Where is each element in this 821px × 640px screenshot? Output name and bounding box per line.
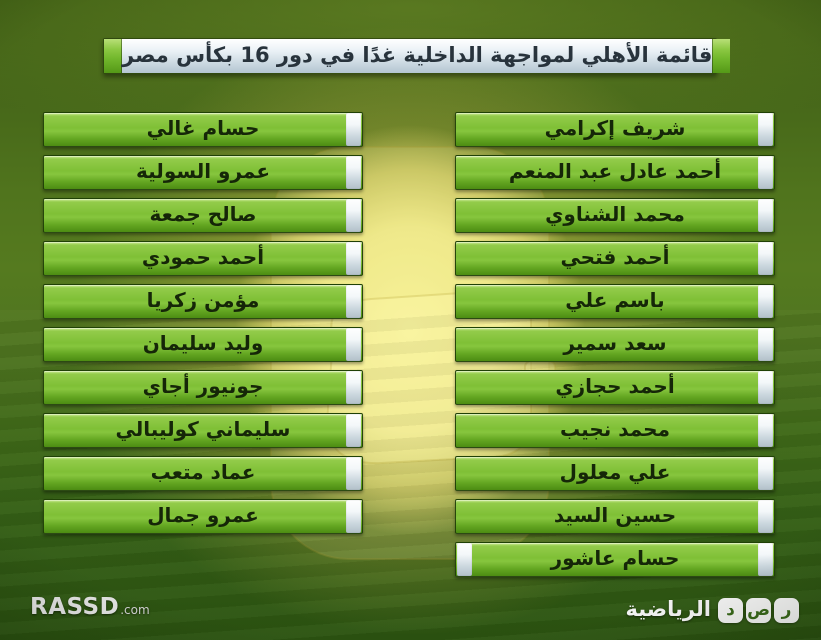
bar-end-tab: [346, 328, 361, 361]
player-bar: حسين السيد: [455, 499, 775, 534]
player-name: عمرو السولية: [136, 159, 270, 183]
rassd-com-logo: RASSD .com: [30, 594, 150, 620]
rassd-letter-box: د: [718, 598, 743, 623]
bar-end-tab: [758, 457, 773, 490]
bar-end-tab: [758, 113, 773, 146]
player-name: محمد نجيب: [560, 417, 670, 441]
bar-end-tab: [758, 543, 773, 576]
title-bar-green-cap-left: [104, 39, 122, 73]
player-name: عمرو جمال: [147, 503, 259, 527]
player-bar: شريف إكرامي: [455, 112, 775, 147]
player-name: أحمد عادل عبد المنعم: [508, 159, 722, 183]
bar-end-tab: [346, 371, 361, 404]
title-bar: قائمة الأهلي لمواجهة الداخلية غدًا في دو…: [103, 38, 731, 74]
bar-end-tab: [346, 242, 361, 275]
rassd-logo-suffix: .com: [120, 603, 150, 617]
bar-end-tab: [346, 113, 361, 146]
player-bar: سعد سمير: [455, 327, 775, 362]
player-name: أحمد فتحي: [560, 245, 670, 269]
sports-channel-label: الرياضية: [625, 597, 711, 621]
bar-end-tab: [346, 414, 361, 447]
bar-end-tab: [758, 328, 773, 361]
bar-end-tab: [346, 500, 361, 533]
player-bar: عمرو جمال: [43, 499, 363, 534]
player-bar: أحمد فتحي: [455, 241, 775, 276]
player-bar: عماد متعب: [43, 456, 363, 491]
rassd-logo-text: RASSD: [30, 594, 120, 620]
title-bar-body: قائمة الأهلي لمواجهة الداخلية غدًا في دو…: [122, 39, 713, 73]
player-name: محمد الشناوي: [545, 202, 685, 226]
bar-end-tab: [758, 500, 773, 533]
player-bar: أحمد عادل عبد المنعم: [455, 155, 775, 190]
player-name: وليد سليمان: [142, 331, 264, 355]
player-name: شريف إكرامي: [544, 116, 686, 140]
player-name: علي معلول: [559, 460, 671, 484]
bar-end-tab: [346, 199, 361, 232]
player-bar: أحمد حمودي: [43, 241, 363, 276]
bar-end-tab: [346, 156, 361, 189]
player-bar: سليماني كوليبالي: [43, 413, 363, 448]
player-bar: محمد نجيب: [455, 413, 775, 448]
player-name: أحمد حجازي: [555, 374, 675, 398]
player-name: حسام غالي: [146, 116, 260, 140]
player-bar: صالح جمعة: [43, 198, 363, 233]
player-name: جونيور أجاي: [142, 374, 264, 398]
player-name: مؤمن زكريا: [146, 288, 260, 312]
title-bar-green-cap-right: [712, 39, 731, 73]
bar-end-tab: [758, 156, 773, 189]
player-bar: مؤمن زكريا: [43, 284, 363, 319]
bar-end-tab: [758, 199, 773, 232]
player-name: صالح جمعة: [149, 202, 257, 226]
player-bar: حسام عاشور: [455, 542, 775, 577]
player-list-left: حسام غالي عمرو السولية صالح جمعة أحمد حمودي…: [43, 112, 363, 534]
bar-end-tab: [346, 285, 361, 318]
bar-end-tab: [758, 371, 773, 404]
bar-end-tab: [758, 414, 773, 447]
page-title: قائمة الأهلي لمواجهة الداخلية غدًا في دو…: [122, 42, 713, 67]
rassd-letter-box: ر: [774, 598, 799, 623]
player-bar: علي معلول: [455, 456, 775, 491]
player-bar: عمرو السولية: [43, 155, 363, 190]
player-name: سعد سمير: [563, 331, 667, 355]
player-name: باسم علي: [565, 288, 665, 312]
player-bar: جونيور أجاي: [43, 370, 363, 405]
rassd-letter-box: ص: [746, 598, 771, 623]
player-name: عماد متعب: [150, 460, 256, 484]
player-name: حسين السيد: [553, 503, 677, 527]
player-name: سليماني كوليبالي: [115, 417, 291, 441]
bar-end-tab-left: [457, 543, 472, 576]
bar-end-tab: [758, 285, 773, 318]
player-bar: أحمد حجازي: [455, 370, 775, 405]
bar-end-tab: [758, 242, 773, 275]
player-name: أحمد حمودي: [141, 245, 265, 269]
player-name: حسام عاشور: [550, 546, 680, 570]
player-bar: وليد سليمان: [43, 327, 363, 362]
player-bar: محمد الشناوي: [455, 198, 775, 233]
player-bar: حسام غالي: [43, 112, 363, 147]
player-list-right: شريف إكرامي أحمد عادل عبد المنعم محمد الشن…: [455, 112, 775, 577]
bar-end-tab: [346, 457, 361, 490]
player-bar: باسم علي: [455, 284, 775, 319]
